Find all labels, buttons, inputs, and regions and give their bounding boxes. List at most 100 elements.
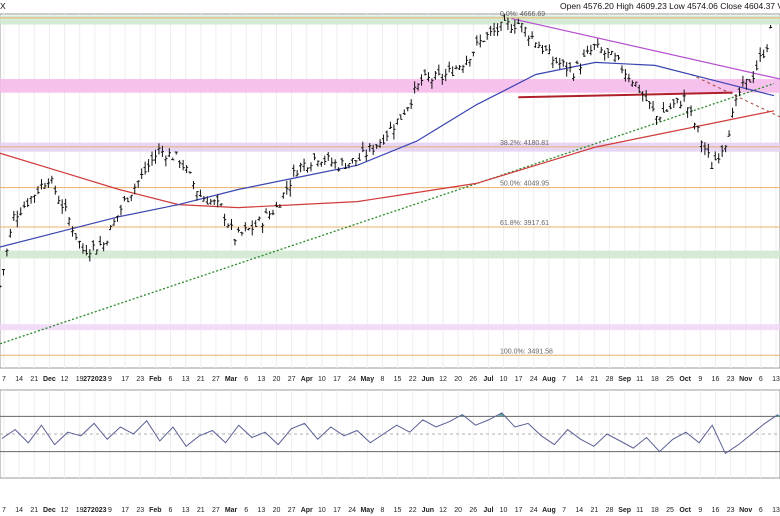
price-bar	[126, 197, 130, 203]
price-bar	[388, 121, 393, 129]
price-bar	[1, 269, 6, 276]
price-bar	[592, 43, 596, 50]
price-bar	[333, 159, 337, 169]
x-tick-label: 11	[636, 376, 643, 383]
price-bar	[143, 161, 147, 175]
price-bar	[26, 198, 30, 208]
x-tick-label: Nov	[739, 376, 752, 383]
price-bar	[153, 149, 158, 164]
price-bar	[164, 155, 168, 167]
x-tick-label: 9	[698, 376, 702, 383]
price-bar	[60, 199, 64, 214]
moving-averages	[0, 61, 775, 248]
price-bar	[302, 158, 306, 172]
price-bar	[364, 149, 368, 162]
x-tick-label: 27	[288, 376, 296, 383]
price-bar	[585, 45, 590, 54]
price-bar	[84, 244, 88, 256]
price-bar	[5, 248, 9, 257]
x-tick-label: Mar	[225, 376, 238, 383]
price-bar	[222, 213, 227, 227]
x-tick-label-lower: 13	[257, 507, 265, 514]
x-tick-label-lower: 8	[380, 507, 384, 514]
price-bar	[178, 160, 182, 168]
x-tick-label-lower: 21	[197, 507, 205, 514]
x-tick-label-lower: 26	[469, 507, 477, 514]
price-bar	[243, 222, 247, 232]
x-tick-label-lower: 17	[333, 507, 341, 514]
x-tick-label: 6	[759, 376, 763, 383]
price-bar	[558, 57, 562, 70]
x-tick-label: 22	[409, 376, 417, 383]
price-bar	[613, 52, 617, 63]
price-bar	[616, 55, 621, 61]
price-bar	[316, 160, 320, 167]
price-bar	[720, 145, 724, 157]
x-tick-label-lower: Mar	[225, 507, 238, 514]
price-bar	[77, 240, 82, 249]
x-tick-label-lower: 6	[169, 507, 173, 514]
price-bar	[464, 55, 469, 66]
price-bar	[12, 210, 16, 221]
price-bar	[171, 157, 175, 161]
x-tick-label-lower: 6	[759, 507, 763, 514]
ma-long-line	[0, 110, 775, 209]
price-bar	[257, 216, 261, 222]
price-bar	[703, 142, 707, 156]
price-bar	[630, 80, 634, 87]
x-tick-label: Jun	[422, 376, 434, 383]
price-bar	[247, 227, 251, 231]
price-bar	[730, 107, 735, 118]
price-bar	[565, 62, 569, 77]
price-bar	[727, 130, 731, 137]
price-bar	[326, 152, 330, 161]
price-bar	[648, 101, 652, 110]
price-bar	[285, 180, 289, 195]
price-bar	[689, 105, 693, 117]
price-bar	[50, 175, 54, 184]
fib-label: 0.0%: 4666.69	[500, 11, 545, 18]
zone-support	[0, 15, 780, 25]
price-bar	[741, 75, 745, 87]
price-bar	[371, 144, 375, 156]
x-tick-label: 24	[530, 376, 538, 383]
x-tick-label-lower: 25	[666, 507, 674, 514]
x-tick-label: 20	[273, 376, 281, 383]
price-bar	[226, 223, 230, 228]
x-tick-label: 9	[108, 376, 112, 383]
x-tick-label-lower: 28	[606, 507, 614, 514]
price-bar	[112, 218, 116, 226]
price-bar	[440, 73, 444, 85]
price-bar	[115, 215, 120, 222]
price-bar	[606, 48, 610, 59]
price-bar	[699, 140, 704, 153]
price-bar	[375, 144, 379, 149]
price-bar	[692, 122, 697, 130]
price-bar	[641, 91, 645, 102]
x-tick-label: 17	[515, 376, 523, 383]
price-bar	[679, 100, 683, 109]
price-bar	[468, 58, 472, 67]
price-bar	[686, 107, 690, 118]
x-tick-label: 15	[394, 376, 402, 383]
price-bar	[530, 31, 534, 39]
price-bar	[119, 204, 123, 216]
x-tick-label: 27	[212, 376, 220, 383]
x-tick-label-lower: Feb	[149, 507, 161, 514]
price-bar	[665, 109, 669, 113]
x-tick-label-lower: 23	[727, 507, 735, 514]
x-tick-label-lower: 23	[136, 507, 144, 514]
price-bar	[437, 64, 441, 76]
x-tick-label-lower: 13	[182, 507, 190, 514]
price-bar	[299, 162, 303, 173]
price-bar	[682, 89, 686, 102]
x-tick-label: 26	[469, 376, 477, 383]
price-bar	[236, 227, 241, 233]
price-bar	[378, 139, 382, 148]
x-tick-label: 14	[575, 376, 583, 383]
price-bar	[609, 50, 614, 56]
price-bar	[174, 151, 178, 155]
indicator-frame	[0, 389, 780, 479]
price-bars	[0, 14, 773, 289]
x-tick-label: 20	[454, 376, 462, 383]
